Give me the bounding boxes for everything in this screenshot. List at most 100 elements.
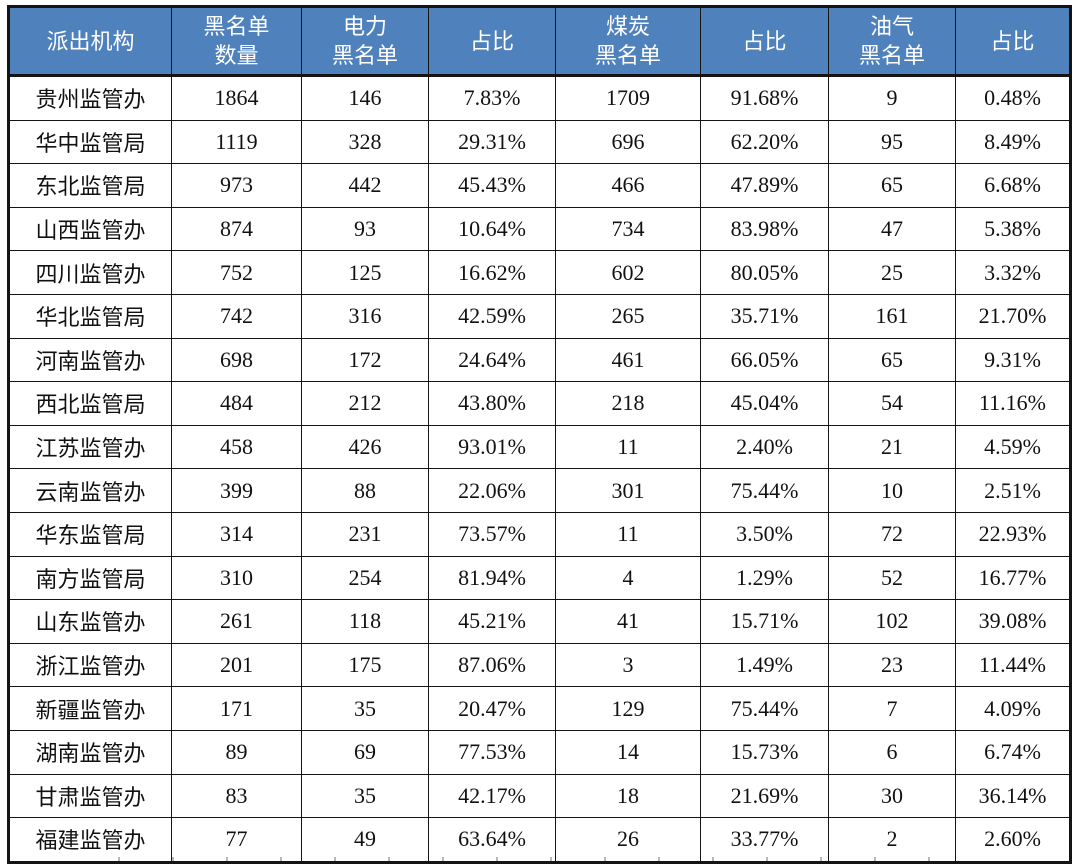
cell-total: 261 (171, 599, 302, 644)
cell-coal-ratio: 35.71% (700, 293, 829, 339)
cell-agency: 浙江监管办 (8, 642, 172, 688)
blacklist-table: 派出机构 黑名单 数量 电力 黑名单 占比 煤炭 黑名单 占比 油气 黑名单 占比 贵州监管办 1864… (7, 5, 1072, 864)
cell-total: 1119 (171, 119, 302, 165)
cell-oil-gas: 54 (828, 381, 956, 426)
cell-agency: 华东监管局 (8, 511, 172, 557)
cell-coal-ratio: 66.05% (700, 337, 829, 383)
cell-oil-gas-ratio: 8.49% (955, 119, 1071, 165)
column-header-label: 油气 (869, 14, 914, 39)
column-header-label: 煤炭 (605, 14, 650, 39)
cell-total: 742 (171, 293, 302, 339)
cell-coal: 265 (555, 293, 701, 339)
cell-power-ratio: 87.06% (428, 642, 556, 688)
cell-agency: 河南监管办 (8, 337, 172, 383)
cell-power: 175 (301, 642, 429, 688)
column-header-coal-ratio: 占比 (700, 6, 829, 77)
column-header-power-ratio: 占比 (428, 6, 556, 77)
column-header-coal: 煤炭 黑名单 (555, 6, 701, 77)
cell-power-ratio: 42.59% (428, 293, 556, 339)
column-header-label: 电力 (342, 14, 387, 39)
cell-oil-gas: 30 (828, 773, 956, 819)
column-header-label: 黑名单 (594, 43, 661, 68)
cell-coal-ratio: 75.44% (700, 468, 829, 513)
cell-oil-gas-ratio: 2.60% (955, 817, 1071, 863)
cell-oil-gas-ratio: 4.59% (955, 424, 1071, 470)
cell-power: 231 (301, 511, 429, 557)
table-row: 华北监管局 742 316 42.59% 265 35.71% 161 21.70% (8, 293, 1071, 339)
table-row: 新疆监管办 171 35 20.47% 129 75.44% 7 4.09% (8, 686, 1071, 731)
cell-power-ratio: 22.06% (428, 468, 556, 513)
cell-power: 328 (301, 119, 429, 165)
cell-oil-gas-ratio: 36.14% (955, 773, 1071, 819)
cell-oil-gas-ratio: 6.74% (955, 729, 1071, 775)
cell-power: 254 (301, 555, 429, 601)
cell-oil-gas: 102 (828, 599, 956, 644)
cell-oil-gas-ratio: 11.16% (955, 381, 1071, 426)
cell-agency: 湖南监管办 (8, 729, 172, 775)
cell-power: 172 (301, 337, 429, 383)
cell-power: 212 (301, 381, 429, 426)
cell-total: 458 (171, 424, 302, 470)
cell-total: 484 (171, 381, 302, 426)
table-row: 山东监管办 261 118 45.21% 41 15.71% 102 39.08% (8, 599, 1071, 644)
cell-total: 698 (171, 337, 302, 383)
cell-oil-gas-ratio: 9.31% (955, 337, 1071, 383)
cell-agency: 甘肃监管办 (8, 773, 172, 819)
table-row: 福建监管办 77 49 63.64% 26 33.77% 2 2.60% (8, 817, 1071, 863)
cell-total: 89 (171, 729, 302, 775)
column-header-label: 占比 (742, 28, 787, 54)
cell-power-ratio: 73.57% (428, 511, 556, 557)
cell-power-ratio: 45.43% (428, 163, 556, 208)
cell-power-ratio: 45.21% (428, 599, 556, 644)
cell-coal: 696 (555, 119, 701, 165)
cell-oil-gas-ratio: 6.68% (955, 163, 1071, 208)
cell-coal-ratio: 45.04% (700, 381, 829, 426)
cell-power-ratio: 29.31% (428, 119, 556, 165)
cell-power: 35 (301, 773, 429, 819)
cell-agency: 西北监管局 (8, 381, 172, 426)
cell-coal: 3 (555, 642, 701, 688)
cell-coal-ratio: 1.49% (700, 642, 829, 688)
cell-power: 442 (301, 163, 429, 208)
table-row: 河南监管办 698 172 24.64% 461 66.05% 65 9.31% (8, 337, 1071, 383)
cell-agency: 山西监管办 (8, 206, 172, 252)
cell-oil-gas-ratio: 2.51% (955, 468, 1071, 513)
column-header-label: 占比 (469, 28, 514, 54)
cell-coal: 218 (555, 381, 701, 426)
table-row: 云南监管办 399 88 22.06% 301 75.44% 10 2.51% (8, 468, 1071, 513)
cell-total: 77 (171, 817, 302, 863)
cell-coal-ratio: 62.20% (700, 119, 829, 165)
cell-power-ratio: 20.47% (428, 686, 556, 731)
cell-oil-gas: 47 (828, 206, 956, 252)
cell-oil-gas: 25 (828, 250, 956, 295)
cell-oil-gas-ratio: 5.38% (955, 206, 1071, 252)
cell-oil-gas-ratio: 4.09% (955, 686, 1071, 731)
cell-coal: 301 (555, 468, 701, 513)
table-row: 湖南监管办 89 69 77.53% 14 15.73% 6 6.74% (8, 729, 1071, 775)
cell-power-ratio: 63.64% (428, 817, 556, 863)
cell-total: 83 (171, 773, 302, 819)
cell-coal: 11 (555, 511, 701, 557)
cell-total: 310 (171, 555, 302, 601)
column-header-power: 电力 黑名单 (301, 6, 429, 77)
cell-oil-gas: 21 (828, 424, 956, 470)
cell-agency: 山东监管办 (8, 599, 172, 644)
cell-agency: 新疆监管办 (8, 686, 172, 731)
cell-oil-gas-ratio: 16.77% (955, 555, 1071, 601)
column-header-label: 占比 (990, 28, 1035, 54)
cell-total: 752 (171, 250, 302, 295)
cell-agency: 云南监管办 (8, 468, 172, 513)
table-row: 西北监管局 484 212 43.80% 218 45.04% 54 11.16% (8, 381, 1071, 426)
cell-power: 35 (301, 686, 429, 731)
cell-coal: 461 (555, 337, 701, 383)
cell-coal-ratio: 3.50% (700, 511, 829, 557)
cell-total: 973 (171, 163, 302, 208)
column-header-oil-gas-ratio: 占比 (955, 6, 1071, 77)
cell-oil-gas: 65 (828, 337, 956, 383)
table-row: 四川监管办 752 125 16.62% 602 80.05% 25 3.32% (8, 250, 1071, 295)
cell-power: 125 (301, 250, 429, 295)
table-row: 华东监管局 314 231 73.57% 11 3.50% 72 22.93% (8, 511, 1071, 557)
column-header-label: 数量 (214, 43, 259, 68)
cell-coal-ratio: 47.89% (700, 163, 829, 208)
cell-coal-ratio: 1.29% (700, 555, 829, 601)
